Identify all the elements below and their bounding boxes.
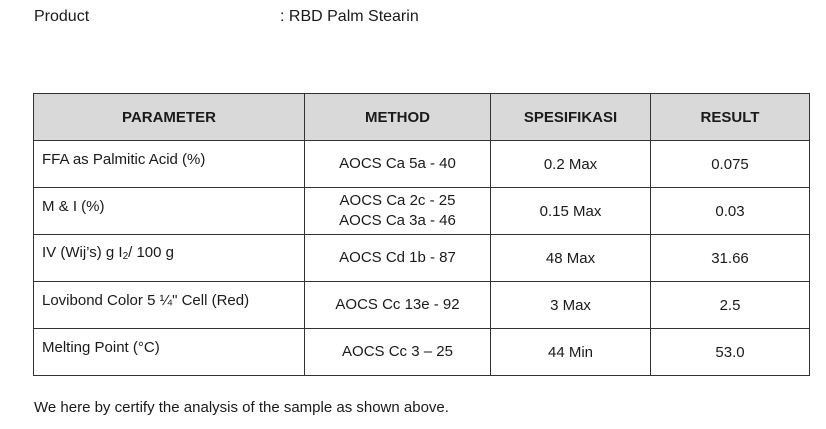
parameter-text: M & I (%) — [42, 197, 105, 215]
method-cell: AOCS Cc 13e - 92 — [304, 281, 491, 329]
result-cell: 31.66 — [650, 234, 810, 282]
spec-cell: 0.2 Max — [490, 140, 651, 188]
certification-statement: We here by certify the analysis of the s… — [34, 399, 449, 416]
product-value: : RBD Palm Stearin — [280, 8, 419, 25]
parameter-suffix: / 100 g — [128, 244, 174, 261]
analysis-table: PARAMETER METHOD SPESIFIKASI RESULT FFA … — [33, 93, 810, 376]
parameter-cell: Melting Point (°C) — [33, 328, 305, 376]
method-text: AOCS Cc 3 – 25 — [342, 343, 453, 360]
method-text: AOCS Ca 5a - 40 — [339, 155, 456, 172]
table-row: IV (Wij’s) g I2/ 100 g AOCS Cd 1b - 87 4… — [33, 234, 810, 282]
parameter-text: FFA as Palmitic Acid (%) — [42, 150, 206, 168]
result-cell: 0.075 — [650, 140, 810, 188]
parameter-subscript: 2 — [122, 251, 129, 262]
method-cell: AOCS Cc 3 – 25 — [304, 328, 491, 376]
table-row: FFA as Palmitic Acid (%) AOCS Ca 5a - 40… — [33, 140, 810, 188]
product-label: Product — [34, 8, 90, 25]
parameter-cell: M & I (%) — [33, 187, 305, 235]
spec-cell: 44 Min — [490, 328, 651, 376]
table-row: Lovibond Color 5 ¼" Cell (Red) AOCS Cc 1… — [33, 281, 810, 329]
method-text: AOCS Cc 13e - 92 — [335, 296, 460, 313]
parameter-cell: Lovibond Color 5 ¼" Cell (Red) — [33, 281, 305, 329]
method-cell: AOCS Cd 1b - 87 — [304, 234, 491, 282]
method-text: AOCS Ca 3a - 46 — [339, 212, 456, 229]
header-parameter: PARAMETER — [33, 93, 305, 141]
result-cell: 0.03 — [650, 187, 810, 235]
spec-cell: 0.15 Max — [490, 187, 651, 235]
header-method: METHOD — [304, 93, 491, 141]
parameter-text: Lovibond Color 5 ¼" Cell (Red) — [42, 291, 250, 309]
header-result: RESULT — [650, 93, 810, 141]
result-cell: 53.0 — [650, 328, 810, 376]
method-text: AOCS Ca 2c - 25 — [339, 192, 456, 209]
table-header-row: PARAMETER METHOD SPESIFIKASI RESULT — [33, 93, 810, 141]
method-text: AOCS Cd 1b - 87 — [339, 249, 456, 266]
parameter-cell: FFA as Palmitic Acid (%) — [33, 140, 305, 188]
table-row: Melting Point (°C) AOCS Cc 3 – 25 44 Min… — [33, 328, 810, 376]
parameter-cell: IV (Wij’s) g I2/ 100 g — [33, 234, 305, 282]
method-cell: AOCS Ca 5a - 40 — [304, 140, 491, 188]
header-spesifikasi: SPESIFIKASI — [490, 93, 651, 141]
spec-cell: 3 Max — [490, 281, 651, 329]
parameter-text: Melting Point (°C) — [42, 338, 160, 356]
parameter-prefix: IV (Wij’s) g I — [42, 244, 123, 261]
parameter-text: IV (Wij’s) g I2/ 100 g — [42, 244, 296, 262]
method-cell: AOCS Ca 2c - 25 AOCS Ca 3a - 46 — [304, 187, 491, 235]
spec-cell: 48 Max — [490, 234, 651, 282]
table-row: M & I (%) AOCS Ca 2c - 25 AOCS Ca 3a - 4… — [33, 187, 810, 235]
result-cell: 2.5 — [650, 281, 810, 329]
